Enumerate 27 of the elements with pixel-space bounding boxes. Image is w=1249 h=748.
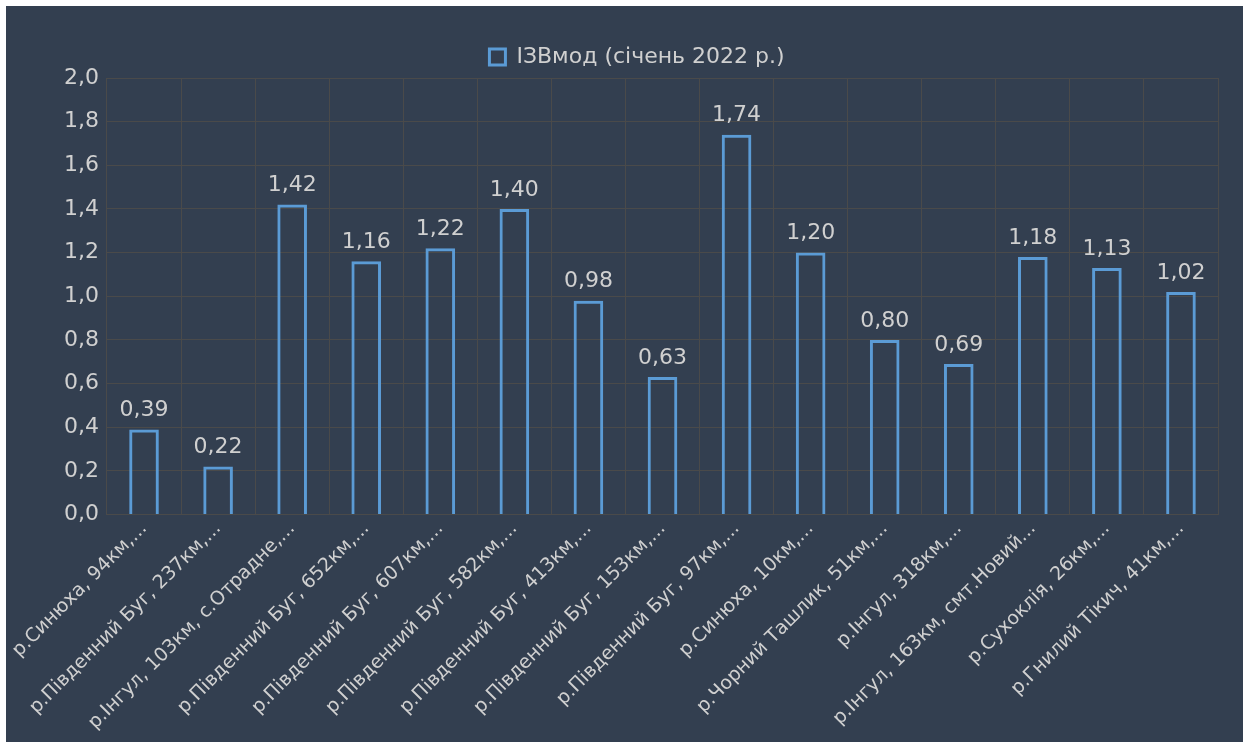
data-label: 1,74 (712, 101, 762, 127)
y-tick-label: 1,0 (63, 281, 99, 307)
data-label: 0,39 (119, 396, 169, 422)
y-tick-label: 1,8 (63, 107, 99, 133)
y-tick-label: 0,8 (63, 325, 99, 351)
data-label: 1,18 (1008, 223, 1058, 249)
data-label: 1,22 (415, 214, 465, 240)
data-label: 1,13 (1082, 234, 1132, 260)
y-tick-label: 0,4 (63, 412, 99, 438)
y-tick-label: 1,6 (63, 151, 99, 177)
data-label: 1,02 (1156, 258, 1206, 284)
y-tick-label: 1,2 (63, 238, 99, 264)
data-label: 0,22 (193, 433, 243, 459)
data-label: 0,69 (934, 330, 984, 356)
legend-label: ІЗВмод (січень 2022 р.) (516, 42, 785, 68)
y-tick-label: 0,0 (63, 500, 99, 526)
data-label: 1,42 (267, 171, 317, 197)
y-tick-label: 0,2 (63, 456, 99, 482)
y-tick-label: 1,4 (63, 194, 99, 220)
data-label: 0,98 (563, 267, 613, 293)
data-label: 0,63 (638, 343, 687, 369)
y-tick-label: 2,0 (63, 63, 99, 89)
data-label: 1,20 (786, 219, 836, 245)
data-label: 1,40 (489, 175, 539, 201)
data-label: 0,80 (860, 306, 910, 332)
data-label: 1,16 (341, 228, 391, 254)
y-tick-label: 0,6 (63, 369, 99, 395)
